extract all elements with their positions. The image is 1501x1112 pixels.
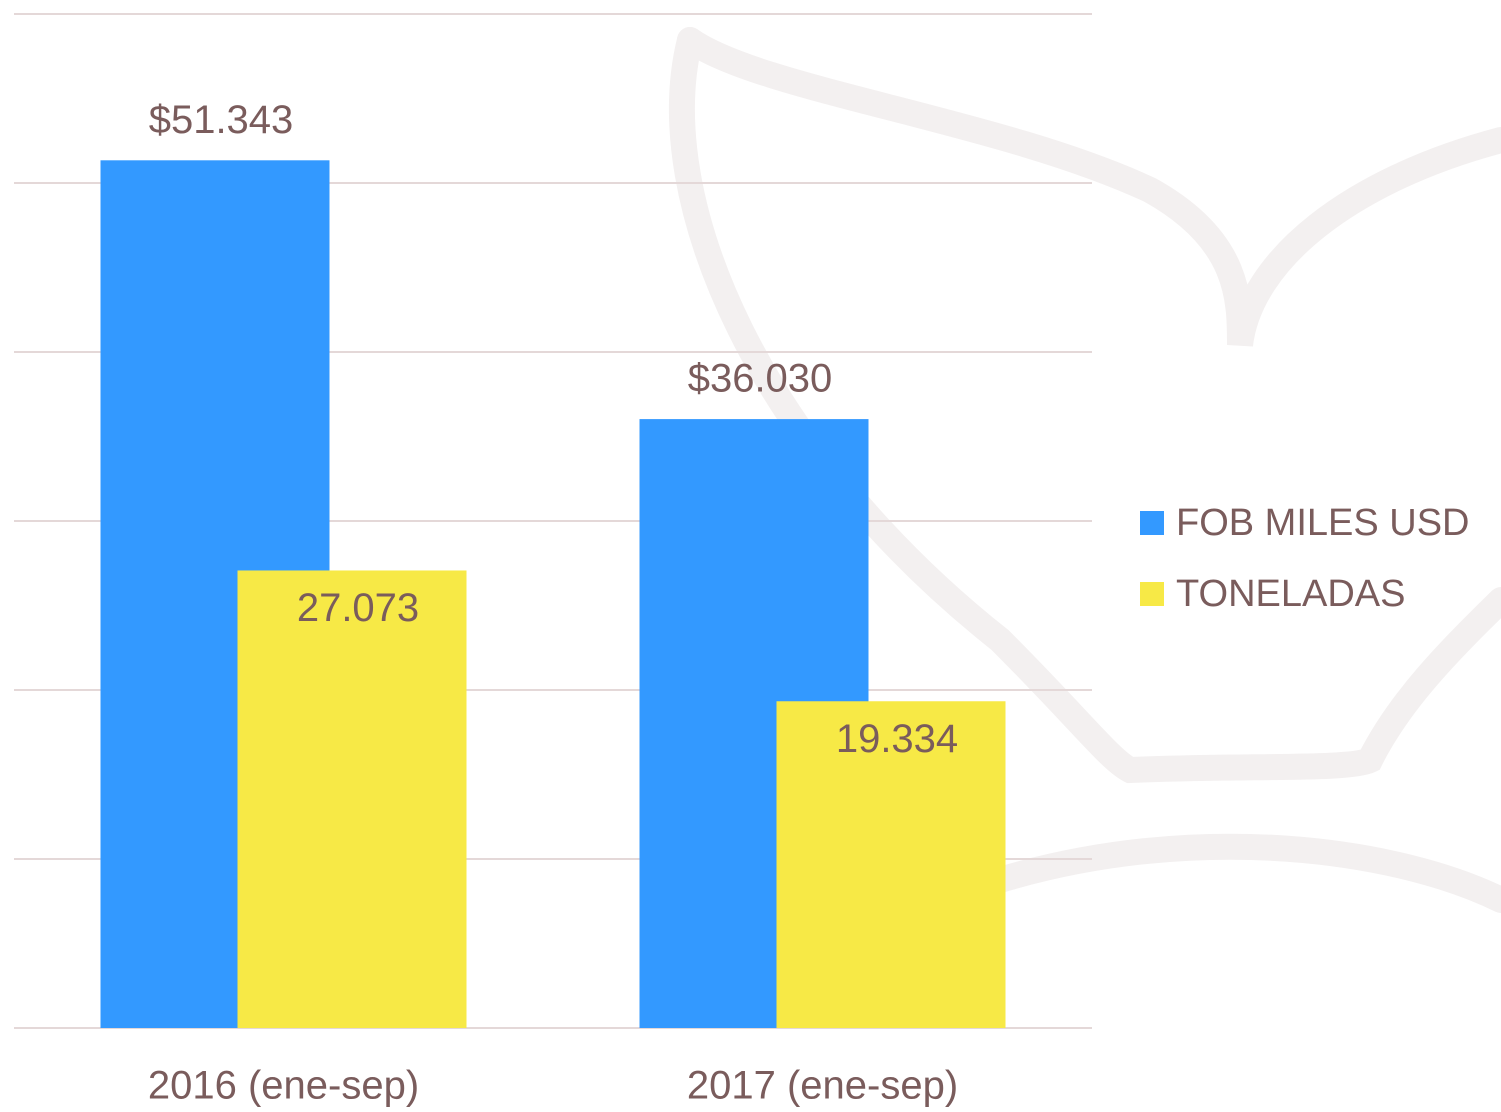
legend-label: TONELADAS [1176, 573, 1405, 615]
value-label: $51.343 [149, 98, 294, 142]
x-tick-label: 2017 (ene-sep) [687, 1064, 958, 1108]
chart: $51.343 $36.030 27.073 19.334 2016 (ene-sep)… [0, 0, 1501, 1112]
legend-label: FOB MILES USD [1176, 502, 1470, 544]
bar [238, 570, 467, 1028]
legend-swatch [1140, 582, 1164, 606]
value-label: 27.073 [297, 586, 419, 630]
legend-swatch [1140, 511, 1164, 535]
value-label: 19.334 [836, 717, 958, 761]
value-label: $36.030 [688, 357, 833, 401]
x-tick-label: 2016 (ene-sep) [148, 1064, 419, 1108]
